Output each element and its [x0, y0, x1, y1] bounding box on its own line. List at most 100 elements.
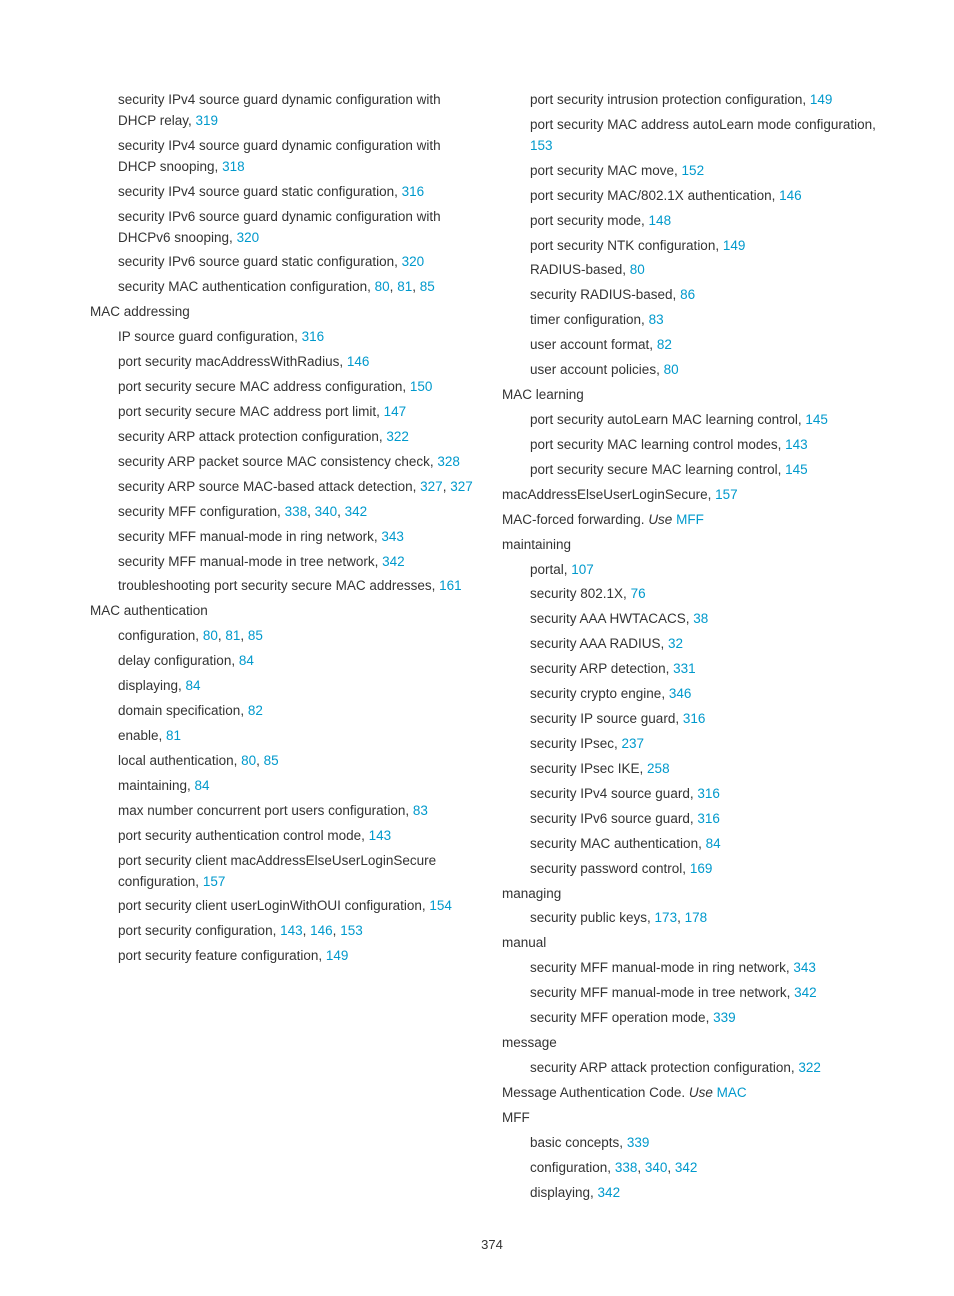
index-page-link[interactable]: 80 — [203, 628, 218, 643]
index-page-link[interactable]: 145 — [785, 462, 808, 477]
index-page-link[interactable]: 82 — [248, 703, 263, 718]
index-page-link[interactable]: 153 — [340, 923, 363, 938]
index-page-link[interactable]: 237 — [622, 736, 645, 751]
index-page-link[interactable]: 327 — [450, 479, 473, 494]
index-page-link[interactable]: 328 — [437, 454, 460, 469]
index-page-link[interactable]: 178 — [685, 910, 708, 925]
index-text: displaying, — [118, 678, 186, 693]
index-text: security IPv6 source guard static config… — [118, 254, 402, 269]
index-page-link[interactable]: 316 — [697, 811, 720, 826]
index-page-link[interactable]: 80 — [664, 362, 679, 377]
index-entry: MFF — [502, 1108, 894, 1129]
index-page-link[interactable]: 342 — [598, 1185, 621, 1200]
index-entry: security 802.1X, 76 — [530, 584, 894, 605]
index-text: local authentication, — [118, 753, 241, 768]
index-page-link[interactable]: 316 — [683, 711, 706, 726]
index-page-link[interactable]: 338 — [285, 504, 308, 519]
index-page-link[interactable]: 322 — [386, 429, 409, 444]
index-page-link[interactable]: 38 — [693, 611, 708, 626]
index-page-link[interactable]: 146 — [779, 188, 802, 203]
index-page-link[interactable]: 81 — [225, 628, 240, 643]
index-page-link[interactable]: 327 — [420, 479, 443, 494]
index-page-link[interactable]: 319 — [196, 113, 219, 128]
index-page-link[interactable]: 338 — [615, 1160, 638, 1175]
index-page-link[interactable]: 146 — [310, 923, 333, 938]
index-page-link[interactable]: 316 — [302, 329, 325, 344]
index-page-link[interactable]: 154 — [429, 898, 452, 913]
index-page-link[interactable]: 147 — [384, 404, 407, 419]
index-page-link[interactable]: 86 — [680, 287, 695, 302]
index-page-link[interactable]: 85 — [420, 279, 435, 294]
index-entry: portal, 107 — [530, 560, 894, 581]
index-text: security MFF manual-mode in ring network… — [530, 960, 793, 975]
index-page-link[interactable]: 148 — [649, 213, 672, 228]
index-page-link[interactable]: 85 — [248, 628, 263, 643]
index-page-link[interactable]: 84 — [186, 678, 201, 693]
index-page-link[interactable]: 322 — [798, 1060, 821, 1075]
index-page-link[interactable]: 32 — [668, 636, 683, 651]
index-page-link[interactable]: 316 — [402, 184, 425, 199]
index-page-link[interactable]: 342 — [345, 504, 368, 519]
index-text: port security MAC address autoLearn mode… — [530, 117, 876, 132]
index-entry: configuration, 80, 81, 85 — [118, 626, 482, 647]
index-page-link[interactable]: 340 — [315, 504, 338, 519]
index-page-link[interactable]: 80 — [630, 262, 645, 277]
index-page-link[interactable]: 149 — [810, 92, 833, 107]
index-page-link[interactable]: 81 — [166, 728, 181, 743]
index-page-link[interactable]: 342 — [382, 554, 405, 569]
index-page-link[interactable]: 80 — [241, 753, 256, 768]
index-entry: Message Authentication Code. Use MAC — [502, 1083, 894, 1104]
index-page-link[interactable]: MFF — [676, 512, 704, 527]
index-page-link[interactable]: 157 — [203, 874, 226, 889]
index-page-link[interactable]: 161 — [439, 578, 462, 593]
index-page-link[interactable]: 343 — [381, 529, 404, 544]
index-page-link[interactable]: 153 — [530, 138, 553, 153]
index-page-link[interactable]: 146 — [347, 354, 370, 369]
index-page-link[interactable]: 169 — [690, 861, 713, 876]
index-text: security MAC authentication configuratio… — [118, 279, 375, 294]
index-page-link[interactable]: 83 — [413, 803, 428, 818]
index-text: security IPv4 source guard static config… — [118, 184, 402, 199]
index-page-link[interactable]: 331 — [673, 661, 696, 676]
index-page-link[interactable]: 143 — [280, 923, 303, 938]
index-page-link[interactable]: 346 — [669, 686, 692, 701]
index-page-link[interactable]: 339 — [627, 1135, 650, 1150]
index-page-link[interactable]: 339 — [713, 1010, 736, 1025]
index-page-link[interactable]: 84 — [706, 836, 721, 851]
index-page-link[interactable]: 80 — [375, 279, 390, 294]
index-text: domain specification, — [118, 703, 248, 718]
index-page-link[interactable]: 84 — [195, 778, 210, 793]
index-page-link[interactable]: 107 — [571, 562, 594, 577]
index-page-link[interactable]: 149 — [723, 238, 746, 253]
index-page-link[interactable]: 342 — [675, 1160, 698, 1175]
index-text: configuration, — [118, 628, 203, 643]
index-entry: security AAA HWTACACS, 38 — [530, 609, 894, 630]
index-page-link[interactable]: 316 — [697, 786, 720, 801]
index-page-link[interactable]: 320 — [237, 230, 260, 245]
index-page-link[interactable]: 342 — [794, 985, 817, 1000]
index-page-link[interactable]: 157 — [715, 487, 738, 502]
index-entry: domain specification, 82 — [118, 701, 482, 722]
index-page-link[interactable]: 85 — [264, 753, 279, 768]
index-page-link[interactable]: 82 — [657, 337, 672, 352]
index-page-link[interactable]: MAC — [717, 1085, 747, 1100]
index-page-link[interactable]: 143 — [369, 828, 392, 843]
index-page-link[interactable]: 145 — [805, 412, 828, 427]
index-page-link[interactable]: 84 — [239, 653, 254, 668]
index-page-link[interactable]: 340 — [645, 1160, 668, 1175]
index-text: security IPv4 source guard, — [530, 786, 697, 801]
index-page-link[interactable]: 152 — [682, 163, 705, 178]
index-page-link[interactable]: 83 — [649, 312, 664, 327]
index-page-link[interactable]: 320 — [402, 254, 425, 269]
index-page-link[interactable]: 150 — [410, 379, 433, 394]
index-page-link[interactable]: 149 — [326, 948, 349, 963]
index-page-link[interactable]: 81 — [397, 279, 412, 294]
index-page-link[interactable]: 76 — [631, 586, 646, 601]
index-text: enable, — [118, 728, 166, 743]
index-page-link[interactable]: 318 — [222, 159, 245, 174]
index-page-link[interactable]: 173 — [655, 910, 678, 925]
index-page-link[interactable]: 143 — [785, 437, 808, 452]
index-text: security MFF manual-mode in ring network… — [118, 529, 381, 544]
index-page-link[interactable]: 258 — [647, 761, 670, 776]
index-page-link[interactable]: 343 — [793, 960, 816, 975]
